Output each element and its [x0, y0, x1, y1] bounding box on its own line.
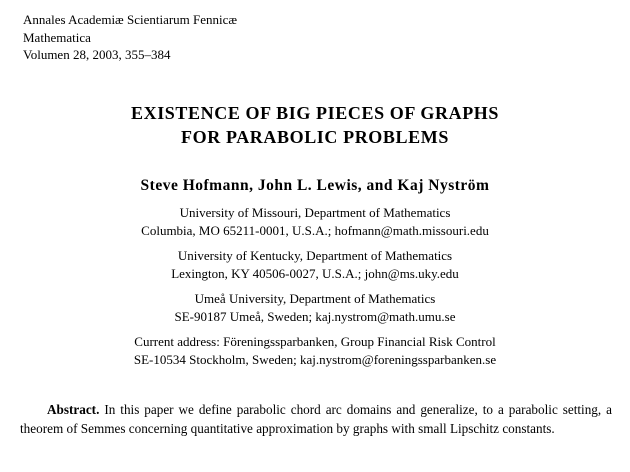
abstract-text: In this paper we define parabolic chord … — [20, 402, 612, 436]
journal-volume-info: Volumen 28, 2003, 355–384 — [23, 47, 171, 62]
paper-title-line2: FOR PARABOLIC PROBLEMS — [181, 127, 449, 147]
affiliation-umea: Umeå University, Department of Mathemati… — [0, 290, 630, 325]
paper-title-line1: EXISTENCE OF BIG PIECES OF GRAPHS — [130, 103, 500, 123]
affiliations-block: University of Missouri, Department of Ma… — [0, 204, 630, 376]
authors-line: Steve Hofmann, John L. Lewis, and Kaj Ny… — [140, 177, 490, 194]
affiliation-institution: University of Missouri, Department of Ma… — [179, 205, 451, 220]
affiliation-missouri: University of Missouri, Department of Ma… — [0, 204, 630, 239]
abstract-paragraph: Abstract. In this paper we define parabol… — [20, 401, 612, 438]
affiliation-institution: University of Kentucky, Department of Ma… — [177, 248, 453, 263]
affiliation-institution: Current address: Föreningssparbanken, Gr… — [134, 334, 496, 349]
affiliation-address-email: Columbia, MO 65211-0001, U.S.A.; hofmann… — [141, 222, 489, 238]
paper-title: EXISTENCE OF BIG PIECES OF GRAPHS FOR PA… — [0, 101, 630, 149]
affiliation-kentucky: University of Kentucky, Department of Ma… — [0, 247, 630, 282]
journal-header: Annales Academiæ Scientiarum Fennicæ Mat… — [23, 11, 237, 64]
affiliation-current-address: Current address: Föreningssparbanken, Gr… — [0, 333, 630, 368]
abstract-label: Abstract. — [47, 402, 100, 417]
affiliation-address-email: Lexington, KY 40506-0027, U.S.A.; john@m… — [171, 265, 459, 281]
affiliation-address-email: SE-90187 Umeå, Sweden; kaj.nystrom@math.… — [174, 308, 456, 324]
affiliation-institution: Umeå University, Department of Mathemati… — [194, 291, 436, 306]
affiliation-address-email: SE-10534 Stockholm, Sweden; kaj.nystrom@… — [133, 351, 497, 367]
journal-series: Mathematica — [23, 29, 91, 45]
journal-name: Annales Academiæ Scientiarum Fennicæ — [23, 12, 238, 27]
